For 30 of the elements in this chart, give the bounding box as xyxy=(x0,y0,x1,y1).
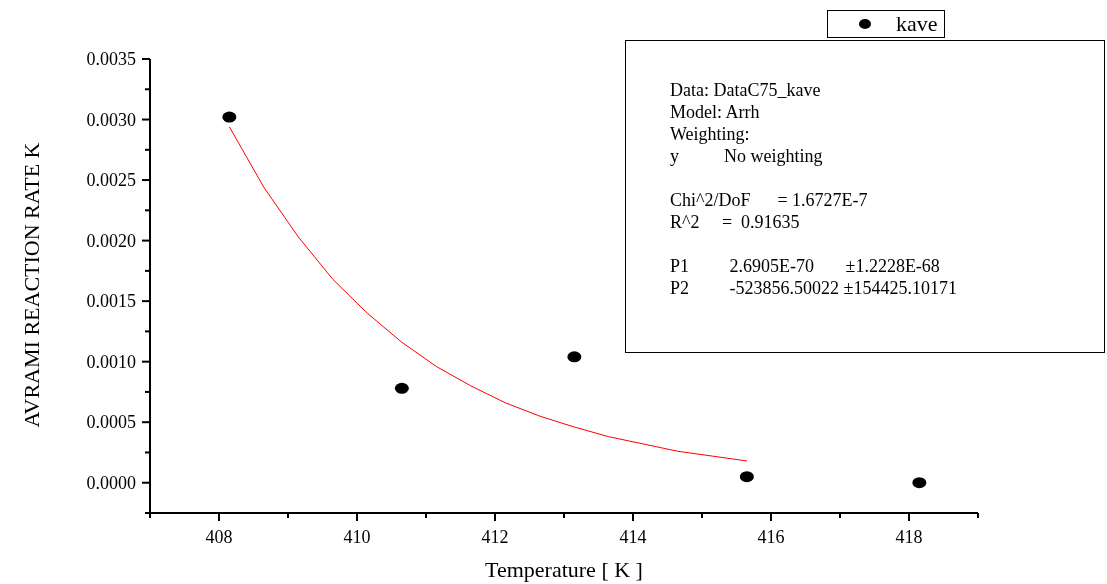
annotation: P1 2.6905E-70 ±1.2228E-68 xyxy=(670,255,941,277)
y-tick-label: 0.0035 xyxy=(86,49,136,69)
y-tick-label: 0.0015 xyxy=(86,291,136,312)
annotation: Weighting: xyxy=(670,123,751,145)
annotation: Data: DataC75_kave xyxy=(670,79,822,101)
point xyxy=(394,382,409,394)
legend-label: kave xyxy=(896,11,938,37)
annotation: R^2 = 0.91635 xyxy=(670,211,801,233)
y-tick-label: 0.0010 xyxy=(86,351,136,372)
annotation: Model: Arrh xyxy=(670,101,761,123)
y-axis-title: AVRAMI REACTION RATE K xyxy=(19,141,45,430)
point xyxy=(739,471,754,483)
point xyxy=(222,111,237,123)
y-tick-label: 0.0020 xyxy=(86,230,136,251)
point xyxy=(567,351,582,363)
y-tick-label: 0.0025 xyxy=(86,170,136,191)
annotation: Chi^2/DoF = 1.6727E-7 xyxy=(670,189,869,211)
annotation: y No weighting xyxy=(670,145,824,167)
y-tick-label: 0.0005 xyxy=(86,412,136,433)
x-tick-label: 408 xyxy=(205,527,233,547)
point xyxy=(912,477,927,489)
x-axis-title: Temperature [ K ] xyxy=(484,557,644,583)
annotation: P2 -523856.50022 ±154425.10171 xyxy=(670,277,958,299)
x-tick-label: 412 xyxy=(481,527,509,547)
x-tick-label: 418 xyxy=(895,527,923,547)
y-tick-label: 0.0000 xyxy=(86,472,136,493)
x-tick-label: 410 xyxy=(343,527,371,547)
x-tick-label: 416 xyxy=(757,527,785,547)
y-tick-label: 0.0030 xyxy=(86,109,136,130)
x-tick-label: 414 xyxy=(619,527,647,547)
